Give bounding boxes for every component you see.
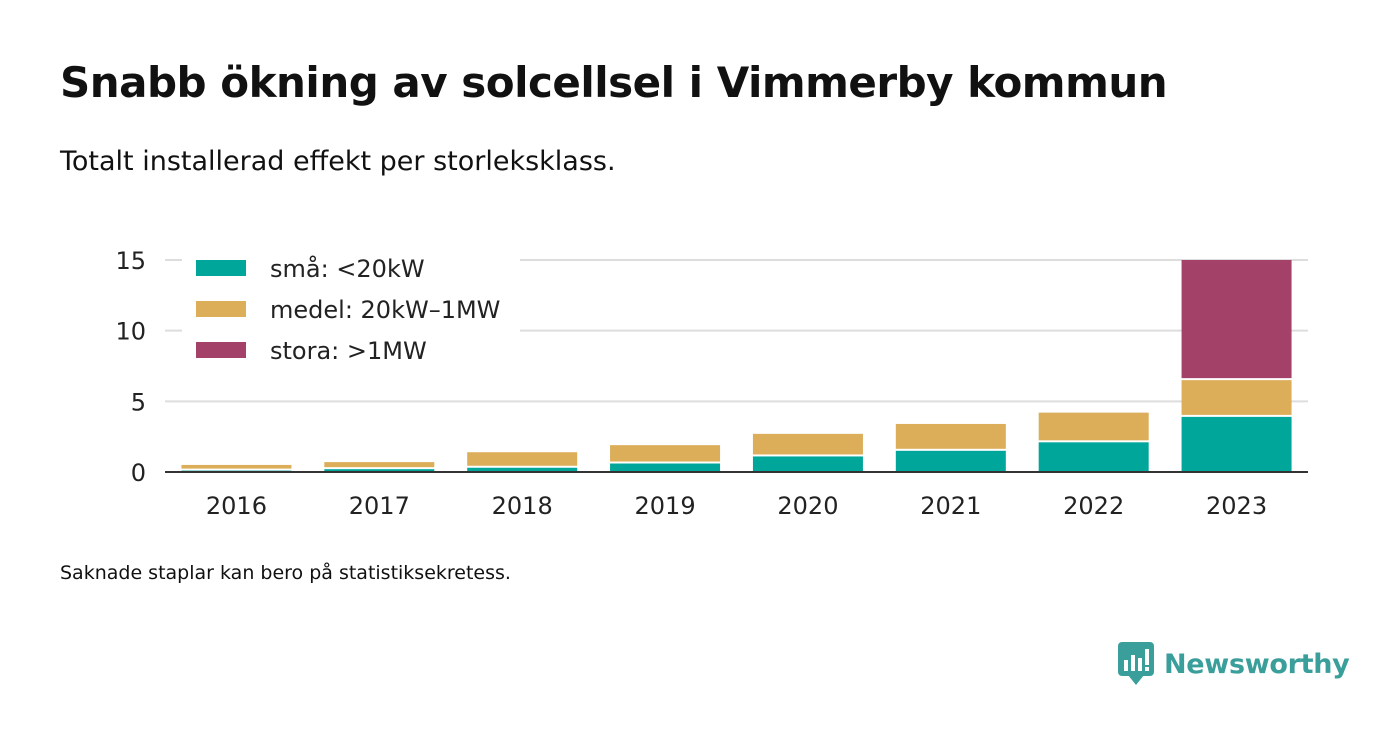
bar-segment — [895, 423, 1006, 449]
y-tick-label: 0 — [131, 459, 146, 487]
y-tick-label: 5 — [131, 388, 146, 416]
legend-swatch — [196, 260, 246, 276]
brand-name: Newsworthy — [1164, 648, 1350, 680]
x-axis-ticks: 2016 2017 2018 2019 2020 2021 2022 2023 — [206, 492, 1267, 520]
bar-segment — [1181, 260, 1292, 379]
bar-segment — [181, 464, 292, 469]
bar-segment — [1038, 442, 1149, 472]
bar-segment — [610, 463, 721, 472]
bar-segment — [1038, 412, 1149, 441]
x-tick-label: 2022 — [1063, 492, 1124, 520]
bar-segment — [467, 452, 578, 466]
legend-swatch — [196, 301, 246, 317]
x-tick-label: 2019 — [635, 492, 696, 520]
x-tick-label: 2017 — [349, 492, 410, 520]
y-axis-ticks: 0 5 10 15 — [115, 247, 146, 487]
y-tick-label: 10 — [115, 318, 146, 346]
newsworthy-logo-icon — [1118, 642, 1154, 685]
x-tick-label: 2020 — [777, 492, 838, 520]
x-tick-label: 2021 — [920, 492, 981, 520]
bar-segment — [1181, 380, 1292, 415]
bar-segment — [324, 469, 435, 472]
bar-segment — [1181, 416, 1292, 472]
legend-swatch — [196, 342, 246, 358]
bar-segment — [610, 445, 721, 462]
bar-segment — [752, 433, 863, 455]
legend: små: <20kW medel: 20kW–1MW stora: >1MW — [182, 245, 520, 373]
bars — [181, 260, 1292, 472]
legend-label: stora: >1MW — [270, 337, 427, 365]
bar-segment — [467, 467, 578, 472]
x-tick-label: 2018 — [492, 492, 553, 520]
legend-label: små: <20kW — [270, 254, 425, 283]
y-tick-label: 15 — [115, 247, 146, 275]
legend-label: medel: 20kW–1MW — [270, 296, 500, 324]
bar-segment — [324, 462, 435, 468]
footnote: Saknade staplar kan bero på statistiksek… — [60, 562, 511, 584]
x-tick-label: 2016 — [206, 492, 267, 520]
chart-subtitle: Totalt installerad effekt per storlekskl… — [60, 146, 616, 177]
chart-title: Snabb ökning av solcellsel i Vimmerby ko… — [60, 58, 1168, 107]
brand-logo: Newsworthy — [1118, 640, 1350, 688]
bar-segment — [895, 450, 1006, 472]
x-tick-label: 2023 — [1206, 492, 1267, 520]
bar-segment — [752, 456, 863, 472]
